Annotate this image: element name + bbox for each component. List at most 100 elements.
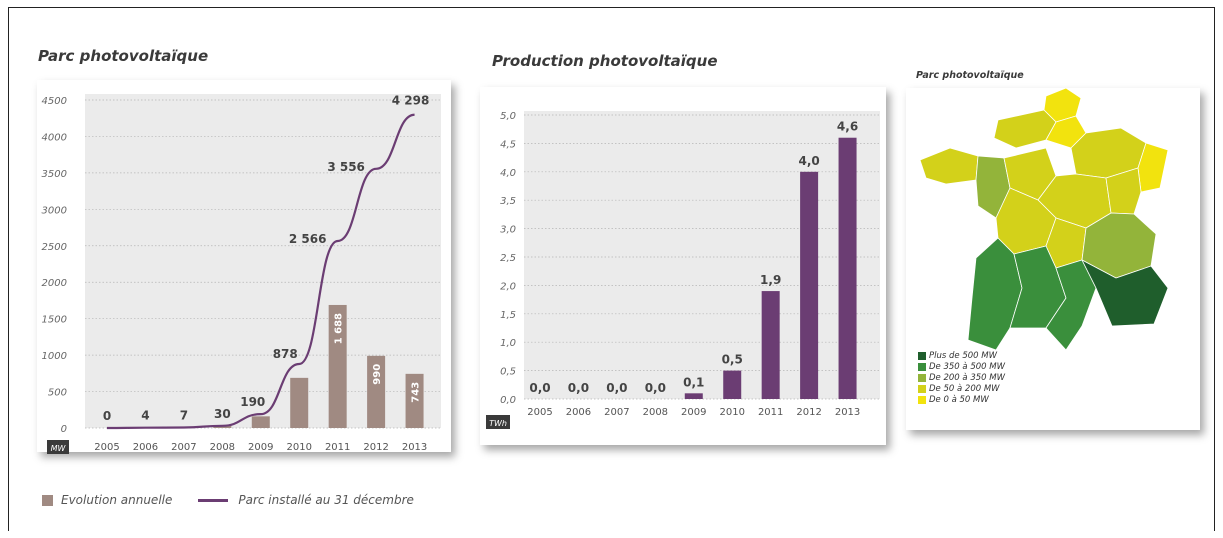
chart1-bar-label: 990 xyxy=(372,364,383,385)
chart2-title: Production photovoltaïque xyxy=(492,52,718,70)
chart1-y-tick-label: 4500 xyxy=(42,96,67,107)
chart1-x-tick-label: 2008 xyxy=(210,442,235,453)
map-title: Parc photovoltaïque xyxy=(916,70,1024,81)
chart1-bar xyxy=(290,377,309,428)
chart2-x-tick-label: 2007 xyxy=(604,407,629,418)
map-legend-item: De 350 à 500 MW xyxy=(918,361,1005,372)
chart2-svg: 0,0 0,5 1,0 1,5 2,0 2,5 3,0 3,5 4,0 4,5 5,0 2005 200… xyxy=(486,111,880,429)
chart2-bar-label: 4,0 xyxy=(798,154,819,168)
chart2-y-tick-label: 0,0 xyxy=(500,395,516,406)
chart1-x-tick-label: 2009 xyxy=(248,442,273,453)
chart2-unit-label: TWh xyxy=(489,419,507,428)
map-region-bretagne xyxy=(919,147,979,185)
legend-bar-swatch xyxy=(42,494,53,506)
map-panel xyxy=(906,87,1200,430)
chart2-y-tick-label: 1,0 xyxy=(500,338,516,349)
chart1-line-label: 190 xyxy=(240,395,265,409)
chart1-y-tick-label: 1500 xyxy=(42,315,67,326)
chart1-panel: 0 500 1000 1500 2000 2500 3000 3500 4000 4500 2005… xyxy=(37,80,451,454)
map-legend-label: Plus de 500 MW xyxy=(929,350,997,361)
france-map xyxy=(919,87,1169,351)
chart2-y-tick-label: 5,0 xyxy=(500,111,516,122)
chart2-x-tick-label: 2011 xyxy=(758,407,783,418)
chart1-line-label: 878 xyxy=(273,347,298,361)
chart1-bar-label: 1 688 xyxy=(334,313,345,344)
map-region-paca xyxy=(1081,259,1169,327)
chart1-x-tick-label: 2010 xyxy=(286,442,311,453)
chart2-y-tick-label: 0,5 xyxy=(500,367,516,378)
map-legend-swatch xyxy=(918,351,926,360)
chart1-y-tick-label: 1000 xyxy=(42,351,67,362)
chart1-y-tick-label: 0 xyxy=(61,424,67,435)
map-legend-swatch xyxy=(918,362,926,371)
chart2-x-tick-label: 2008 xyxy=(643,407,668,418)
chart2-x-tick-label: 2009 xyxy=(681,407,706,418)
chart2-unit-box xyxy=(486,415,510,429)
chart1-line-label: 0 xyxy=(103,409,111,423)
chart1-unit-box xyxy=(47,440,69,454)
map-legend-swatch xyxy=(918,395,926,404)
chart2-bar xyxy=(684,393,703,399)
map-legend-item: De 200 à 350 MW xyxy=(918,372,1005,383)
chart1-y-tick-label: 500 xyxy=(48,388,67,399)
chart2-y-tick-label: 2,0 xyxy=(500,281,516,292)
chart1-series-line xyxy=(106,113,415,430)
legend-bar-label: Evolution annuelle xyxy=(61,493,173,507)
map-legend-item: Plus de 500 MW xyxy=(918,350,1005,361)
chart1-svg: 0 500 1000 1500 2000 2500 3000 3500 4000 4500 2005… xyxy=(42,94,441,454)
chart2-y-tick-label: 4,0 xyxy=(500,168,516,179)
chart2-x-tick-label: 2013 xyxy=(835,407,860,418)
chart2-bar-label: 0,0 xyxy=(606,381,627,395)
chart2-y-tick-label: 1,5 xyxy=(500,310,516,321)
chart1-y-tick-label: 3500 xyxy=(42,169,67,180)
chart2-bar-label: 0,0 xyxy=(645,381,666,395)
map-legend-item: De 50 à 200 MW xyxy=(918,383,1005,394)
chart2-bar-label: 0,0 xyxy=(568,381,589,395)
chart2-x-tick-label: 2005 xyxy=(527,407,552,418)
chart1-x-tick-label: 2006 xyxy=(133,442,158,453)
legend-line-swatch xyxy=(198,498,229,502)
map-legend-label: De 0 à 50 MW xyxy=(929,394,989,405)
chart1-bar-label: 743 xyxy=(411,382,422,403)
chart1-bar xyxy=(405,373,424,428)
chart1-title: Parc photovoltaïque xyxy=(38,47,209,65)
chart2-bar xyxy=(838,137,857,399)
chart2-y-tick-label: 4,5 xyxy=(500,139,516,150)
map-region-fc xyxy=(1105,167,1142,215)
outer-frame xyxy=(8,7,1215,531)
map-region-north-band xyxy=(993,109,1057,149)
chart1-line-label: 3 556 xyxy=(327,160,365,174)
chart1-bar xyxy=(251,416,270,428)
chart1-x-tick-label: 2007 xyxy=(171,442,196,453)
chart2-y-tick-label: 3,5 xyxy=(500,196,516,207)
chart1-unit-label: MW xyxy=(51,444,67,453)
chart1-plot-area xyxy=(85,94,441,428)
chart1-bar xyxy=(367,355,386,428)
chart1-legend: Evolution annuelle Parc installé au 31 d… xyxy=(42,493,414,507)
chart1-y-tick-label: 3000 xyxy=(42,205,67,216)
chart1-x-tick-label: 2011 xyxy=(325,442,350,453)
map-legend-label: De 50 à 200 MW xyxy=(929,383,1000,394)
chart1-line-label: 2 566 xyxy=(289,232,327,246)
chart2-x-tick-label: 2010 xyxy=(719,407,744,418)
chart2-bar-label: 0,5 xyxy=(722,353,743,367)
chart2-bar-label: 0,1 xyxy=(683,375,704,389)
legend-line-label: Parc installé au 31 décembre xyxy=(238,493,414,507)
chart2-y-tick-label: 2,5 xyxy=(500,253,516,264)
chart1-line-label: 4 xyxy=(141,409,149,423)
chart2-bar xyxy=(761,291,780,399)
map-legend: Plus de 500 MW De 350 à 500 MW De 200 à 35… xyxy=(918,350,1005,405)
chart1-x-tick-label: 2012 xyxy=(363,442,388,453)
chart1-line-label: 4 298 xyxy=(392,94,430,108)
map-legend-swatch xyxy=(918,384,926,393)
map-legend-label: De 200 à 350 MW xyxy=(929,372,1005,383)
map-region-alsace xyxy=(1137,142,1169,193)
chart1-bar xyxy=(328,304,347,428)
chart2-bar-label: 0,0 xyxy=(529,381,550,395)
chart1-y-tick-label: 2500 xyxy=(42,242,67,253)
chart2-panel: 0,0 0,5 1,0 1,5 2,0 2,5 3,0 3,5 4,0 4,5 5,0 2005 200… xyxy=(480,87,886,445)
chart2-bar xyxy=(800,171,819,399)
chart2-x-tick-label: 2012 xyxy=(796,407,821,418)
chart2-plot-area xyxy=(524,111,880,399)
chart2-bar xyxy=(723,370,742,399)
